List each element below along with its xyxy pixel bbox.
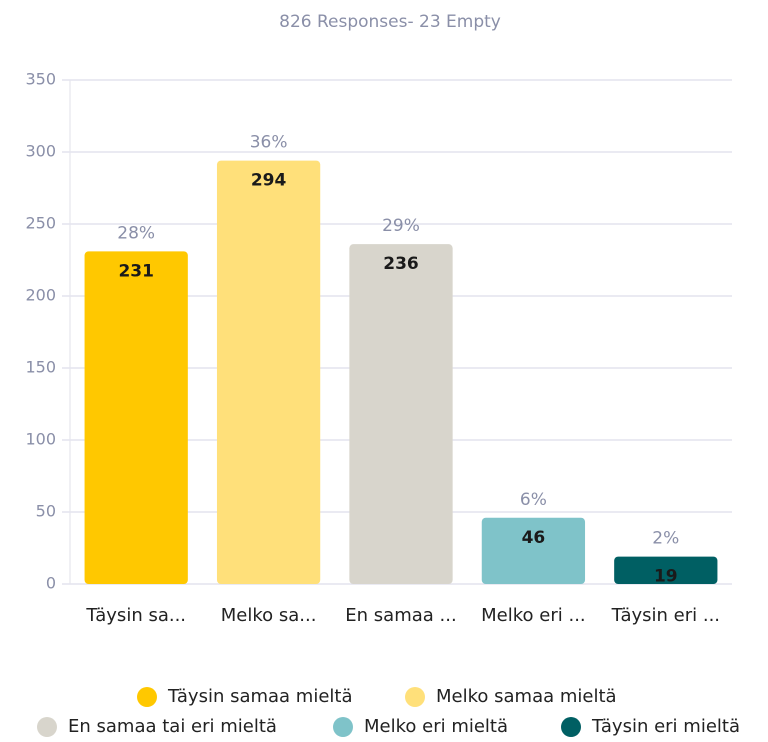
legend-label: Melko samaa mieltä bbox=[436, 686, 617, 707]
legend-label: Täysin samaa mieltä bbox=[167, 686, 353, 707]
legend-label: Täysin eri mieltä bbox=[591, 716, 740, 737]
value-label: 19 bbox=[654, 567, 678, 587]
y-tick-label: 250 bbox=[25, 214, 56, 233]
bar bbox=[216, 160, 321, 584]
x-tick-label: En samaa ... bbox=[345, 605, 456, 626]
y-tick-label: 350 bbox=[25, 70, 56, 89]
legend-swatch bbox=[561, 717, 581, 737]
value-label: 46 bbox=[522, 528, 546, 548]
value-label: 231 bbox=[118, 261, 154, 281]
bar bbox=[349, 244, 453, 584]
value-label: 236 bbox=[383, 254, 419, 274]
x-tick-label: Täysin sa... bbox=[85, 605, 186, 626]
y-tick-label: 100 bbox=[25, 430, 56, 449]
percent-label: 28% bbox=[117, 223, 155, 243]
x-tick-label: Melko sa... bbox=[221, 605, 317, 626]
percent-label: 2% bbox=[652, 529, 679, 549]
value-label: 294 bbox=[251, 171, 287, 191]
legend-swatch bbox=[37, 717, 57, 737]
legend-label: Melko eri mieltä bbox=[364, 716, 508, 737]
y-tick-label: 0 bbox=[46, 574, 56, 593]
bar bbox=[614, 556, 718, 584]
y-tick-label: 300 bbox=[25, 142, 56, 161]
x-tick-label: Melko eri ... bbox=[481, 605, 585, 626]
bar bbox=[84, 251, 188, 585]
chart-title: 826 Responses- 23 Empty bbox=[279, 12, 501, 32]
y-tick-label: 50 bbox=[36, 502, 56, 521]
bar bbox=[481, 517, 586, 584]
percent-label: 6% bbox=[520, 490, 547, 510]
y-tick-label: 200 bbox=[25, 286, 56, 305]
percent-label: 29% bbox=[382, 216, 420, 236]
legend-swatch bbox=[333, 717, 353, 737]
x-tick-label: Täysin eri ... bbox=[611, 605, 720, 626]
y-tick-label: 150 bbox=[25, 358, 56, 377]
legend-swatch bbox=[137, 687, 157, 707]
legend-label: En samaa tai eri mieltä bbox=[68, 716, 277, 737]
legend-swatch bbox=[405, 687, 425, 707]
percent-label: 36% bbox=[250, 133, 288, 153]
